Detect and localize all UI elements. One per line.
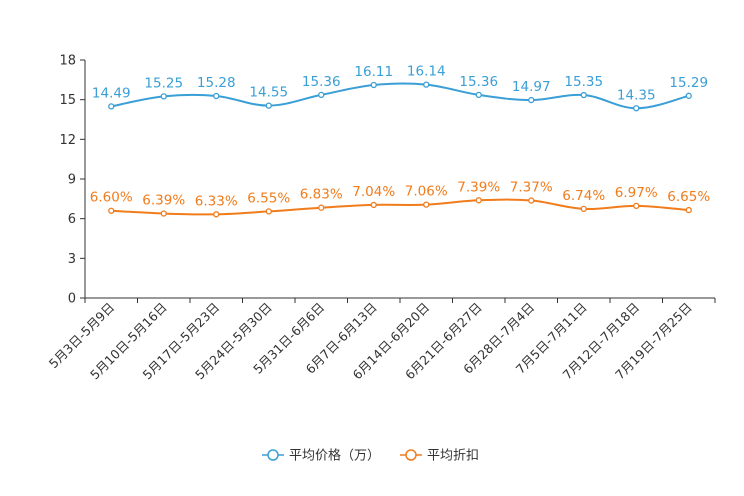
data-label: 6.83% <box>300 187 343 203</box>
data-point <box>108 103 115 110</box>
data-label: 7.39% <box>457 179 500 195</box>
data-label: 15.28 <box>197 75 236 91</box>
data-point <box>213 92 220 100</box>
y-tick-label: 15 <box>59 93 76 108</box>
data-point <box>160 93 167 100</box>
data-point <box>528 96 535 104</box>
series-layer: 14.49 15.25 15.28 14.55 15.36 16.11 16.14 15.36… <box>90 64 710 218</box>
legend-marker <box>267 449 279 461</box>
y-axis: 0 3 6 9 12 15 18 <box>59 54 86 307</box>
data-label: 6.60% <box>90 190 133 206</box>
data-point <box>580 91 587 99</box>
data-point <box>580 205 587 213</box>
series-average-discount: 6.60% 6.39% 6.33% 6.55% 6.83% 7.04% 7.06% 7.39%… <box>90 179 710 218</box>
y-tick-label: 0 <box>68 292 76 307</box>
y-tick-label: 18 <box>59 54 76 69</box>
data-label: 15.36 <box>302 74 341 90</box>
data-point <box>318 204 325 211</box>
data-label: 6.39% <box>142 193 185 209</box>
data-point <box>423 201 430 208</box>
data-label: 6.74% <box>562 188 605 204</box>
data-label: 7.04% <box>352 184 395 200</box>
data-label: 14.55 <box>249 85 288 101</box>
legend-label: 平均价格（万） <box>289 448 380 464</box>
data-point <box>265 102 272 109</box>
data-point <box>685 92 692 99</box>
data-point <box>370 201 377 209</box>
data-label: 6.97% <box>615 185 658 201</box>
data-point <box>475 91 482 99</box>
data-label: 15.25 <box>144 75 183 91</box>
legend-item-average-discount[interactable]: 平均折扣 <box>400 449 479 464</box>
data-point <box>528 197 535 204</box>
data-point <box>685 206 692 214</box>
data-point <box>370 81 377 89</box>
data-point <box>633 202 640 209</box>
data-point <box>265 208 272 215</box>
series-line <box>111 82 689 110</box>
data-point <box>318 91 325 99</box>
data-label: 15.35 <box>564 74 603 90</box>
data-label: 7.06% <box>405 184 448 200</box>
data-point <box>160 210 167 217</box>
x-axis: 5月3日-5月9日5月10日-5月16日5月17日-5月23日5月24日-5月3… <box>46 297 716 382</box>
data-label: 14.49 <box>92 85 131 101</box>
legend-label: 平均折扣 <box>427 449 479 464</box>
y-tick-label: 6 <box>68 212 76 227</box>
data-label: 14.35 <box>617 87 656 103</box>
data-label: 15.29 <box>669 75 708 91</box>
data-point <box>423 81 430 88</box>
data-label: 7.37% <box>510 180 553 196</box>
y-tick-label: 9 <box>68 173 76 188</box>
legend-marker <box>405 449 417 461</box>
data-label: 14.97 <box>512 79 551 95</box>
data-label: 6.55% <box>247 190 290 206</box>
data-label: 16.14 <box>407 64 446 80</box>
series-average-price: 14.49 15.25 15.28 14.55 15.36 16.11 16.14 15.36… <box>92 64 708 112</box>
data-label: 6.65% <box>667 189 710 205</box>
data-point <box>108 207 115 214</box>
data-point <box>633 105 640 112</box>
data-label: 15.36 <box>459 74 498 90</box>
data-label: 6.33% <box>195 193 238 209</box>
y-tick-label: 12 <box>59 133 76 148</box>
data-label: 16.11 <box>354 64 393 80</box>
series-line <box>111 198 689 216</box>
data-point <box>213 211 220 218</box>
legend-item-average-price[interactable]: 平均价格（万） <box>262 448 380 464</box>
data-point <box>475 197 482 204</box>
legend[interactable]: 平均价格（万） 平均折扣 <box>262 448 479 464</box>
y-tick-label: 3 <box>68 252 76 267</box>
